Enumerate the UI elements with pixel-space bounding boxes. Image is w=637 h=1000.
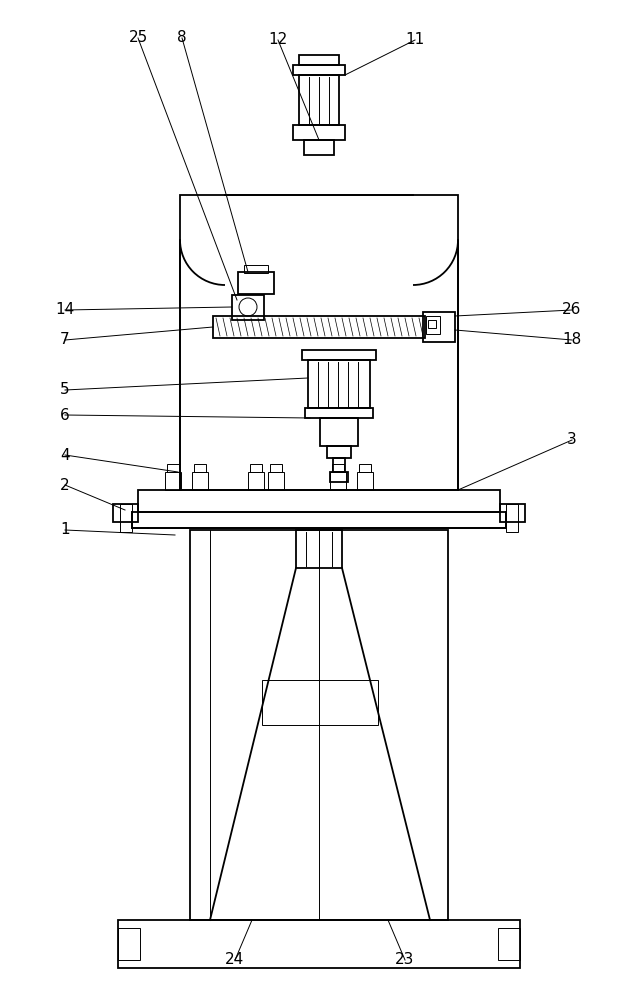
Bar: [299, 55, 339, 65]
Bar: [428, 320, 436, 328]
Text: 24: 24: [225, 952, 245, 968]
Text: 5: 5: [60, 382, 70, 397]
Text: 26: 26: [562, 302, 582, 318]
Bar: [244, 265, 268, 273]
Bar: [132, 512, 506, 528]
Bar: [426, 316, 440, 334]
Bar: [118, 920, 520, 968]
Bar: [180, 195, 458, 490]
Bar: [192, 472, 208, 490]
Bar: [167, 464, 179, 472]
Bar: [500, 504, 525, 522]
Bar: [248, 472, 264, 490]
Bar: [113, 504, 138, 522]
Bar: [190, 530, 448, 920]
Bar: [498, 928, 520, 960]
Bar: [305, 408, 373, 418]
Bar: [118, 928, 140, 960]
Bar: [299, 75, 339, 125]
Text: 8: 8: [177, 30, 187, 45]
Text: 23: 23: [396, 952, 415, 968]
Bar: [232, 295, 264, 320]
Bar: [165, 472, 181, 490]
Bar: [304, 140, 334, 155]
Text: 12: 12: [268, 32, 288, 47]
Bar: [308, 360, 370, 408]
Bar: [302, 350, 376, 360]
Text: 14: 14: [55, 302, 75, 318]
Text: 25: 25: [129, 30, 148, 45]
Text: 1: 1: [60, 522, 70, 538]
Bar: [332, 464, 344, 472]
Bar: [330, 472, 346, 490]
Text: 4: 4: [60, 448, 70, 462]
Bar: [250, 464, 262, 472]
Text: 7: 7: [60, 332, 70, 348]
Bar: [213, 316, 425, 338]
Bar: [270, 464, 282, 472]
Bar: [327, 446, 351, 458]
Bar: [262, 680, 378, 725]
Bar: [423, 312, 455, 342]
Bar: [120, 504, 132, 532]
Bar: [296, 530, 342, 568]
Text: 6: 6: [60, 408, 70, 422]
Bar: [330, 472, 348, 482]
Bar: [506, 504, 518, 532]
Bar: [320, 418, 358, 446]
Text: 18: 18: [562, 332, 582, 348]
Bar: [357, 472, 373, 490]
Bar: [293, 125, 345, 140]
Text: 3: 3: [567, 432, 577, 448]
Text: 11: 11: [405, 32, 425, 47]
Bar: [138, 490, 500, 512]
Bar: [293, 65, 345, 75]
Text: 2: 2: [60, 478, 70, 492]
Bar: [333, 458, 345, 472]
Bar: [268, 472, 284, 490]
Bar: [238, 272, 274, 294]
Bar: [359, 464, 371, 472]
Bar: [194, 464, 206, 472]
